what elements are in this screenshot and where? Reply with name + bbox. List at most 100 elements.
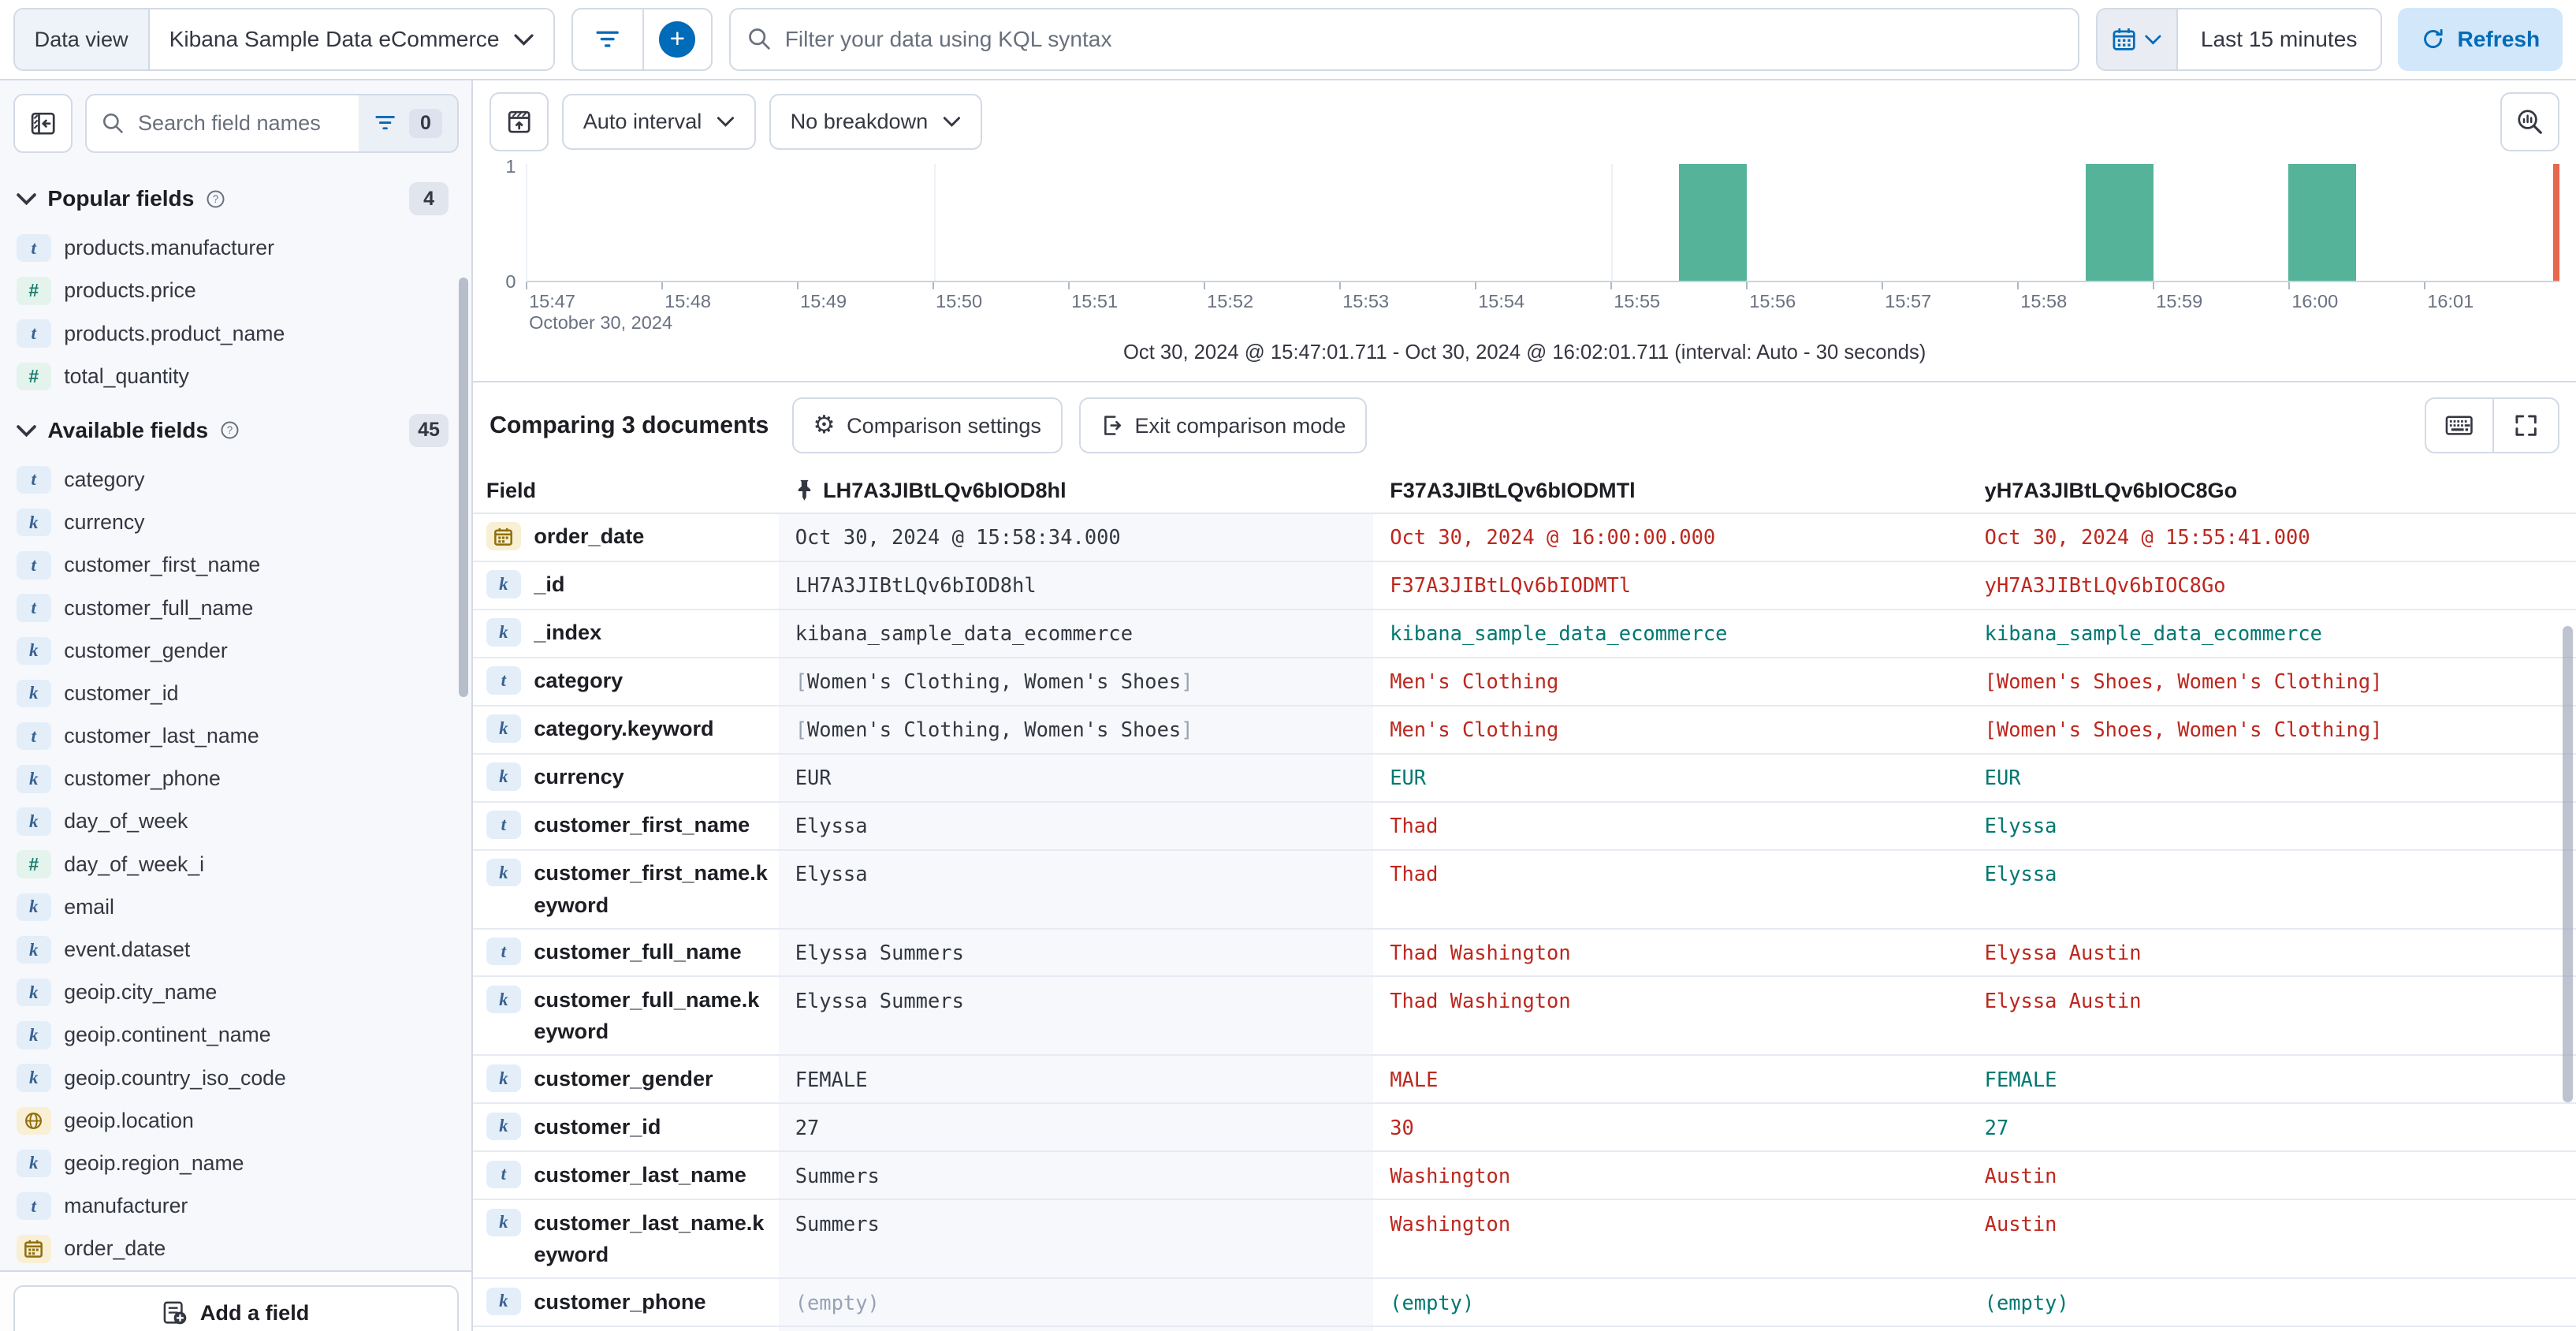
field-list-item[interactable]: t category [0, 458, 471, 501]
comparison-table-header: Field LH7A3JIBtLQv6bIOD8hl F37A3JIBtLQv6… [473, 468, 2576, 515]
field-cell[interactable]: t customer_last_name [473, 1152, 779, 1199]
field-cell[interactable]: order_date [473, 514, 779, 561]
date-picker-button[interactable] [2097, 9, 2178, 69]
field-list-item[interactable]: k currency [0, 501, 471, 544]
field-list-item[interactable]: t products.manufacturer [0, 227, 471, 270]
field-list-item[interactable]: k geoip.continent_name [0, 1014, 471, 1057]
field-list-item[interactable]: k geoip.country_iso_code [0, 1057, 471, 1099]
add-filter-button[interactable]: + [642, 9, 712, 69]
field-list-item[interactable]: k day_of_week [0, 800, 471, 843]
field-cell[interactable]: k customer_phone [473, 1279, 779, 1325]
kql-query-input[interactable] [784, 27, 2062, 53]
field-list-item[interactable]: # total_quantity [0, 355, 471, 397]
filter-lines-icon[interactable] [373, 114, 397, 133]
refresh-button[interactable]: Refresh [2398, 8, 2563, 71]
field-list-item[interactable]: t customer_first_name [0, 544, 471, 587]
popular-fields-list: t products.manufacturer # products.price… [0, 227, 471, 398]
fullscreen-icon [2515, 415, 2537, 436]
field-list-item[interactable]: # products.price [0, 270, 471, 312]
field-cell[interactable]: k customer_id [473, 1104, 779, 1150]
chart-options-button[interactable] [490, 91, 549, 151]
available-fields-header[interactable]: Available fields ? 45 [0, 397, 471, 458]
collapse-sidebar-button[interactable] [13, 93, 73, 153]
field-cell[interactable]: k _id [473, 562, 779, 609]
comparison-settings-button[interactable]: ⚙ Comparison settings [791, 397, 1063, 453]
table-row[interactable]: order_date Oct 30, 2024 @ 15:58:34.000 O… [473, 514, 2576, 562]
comparison-doc-value: Men's Clothing [1390, 718, 1559, 742]
table-row[interactable]: t customer_last_name Summers Washington … [473, 1152, 2576, 1201]
exit-comparison-button[interactable]: Exit comparison mode [1078, 397, 1368, 453]
field-list-item[interactable]: # day_of_week_i [0, 843, 471, 885]
field-list-item[interactable]: k geoip.city_name [0, 971, 471, 1014]
field-cell[interactable]: k day_of_week [473, 1327, 779, 1331]
data-view-button[interactable]: Kibana Sample Data eCommerce [149, 9, 554, 69]
histogram-bar[interactable] [1678, 164, 1747, 281]
keyword-field-icon: k [16, 508, 51, 537]
field-cell[interactable]: k currency [473, 755, 779, 801]
field-cell[interactable]: k customer_last_name.keyword [473, 1200, 779, 1277]
breakdown-select[interactable]: No breakdown [769, 93, 982, 150]
pinned-doc-column-header[interactable]: LH7A3JIBtLQv6bIOD8hl [779, 478, 1373, 503]
field-cell[interactable]: k category.keyword [473, 707, 779, 753]
field-list-item[interactable]: t manufacturer [0, 1185, 471, 1228]
field-cell[interactable]: t category [473, 658, 779, 705]
sidebar-scrollbar[interactable] [458, 278, 469, 697]
field-list-item[interactable]: k customer_id [0, 672, 471, 714]
filter-lines-button[interactable] [573, 9, 642, 69]
histogram-bar[interactable] [2085, 164, 2153, 281]
table-row[interactable]: k day_of_week Wednesday Wednesday Wednes… [473, 1327, 2576, 1331]
pinned-doc-value: 27 [778, 1104, 1374, 1151]
chart-plot-area[interactable] [525, 164, 2560, 283]
add-field-button[interactable]: Add a field [13, 1284, 459, 1331]
table-row[interactable]: k category.keyword [Women's Clothing, Wo… [473, 706, 2576, 755]
x-axis-tick [1610, 282, 1613, 289]
field-cell[interactable]: t customer_full_name [473, 930, 779, 976]
field-list-item[interactable]: k customer_gender [0, 629, 471, 672]
query-topbar: Data view Kibana Sample Data eCommerce +… [0, 0, 2576, 81]
field-list-item[interactable]: k email [0, 885, 471, 928]
table-row[interactable]: k customer_first_name.keyword Elyssa Tha… [473, 850, 2576, 930]
comparison-doc-column-header[interactable]: yH7A3JIBtLQv6bIOC8Go [1984, 477, 2238, 502]
field-cell[interactable]: k customer_full_name.keyword [473, 977, 779, 1054]
comparison-doc-value: [Women's Shoes, Women's Clothing] [1984, 718, 2383, 742]
field-column-header[interactable]: Field [486, 477, 537, 502]
popular-fields-header[interactable]: Popular fields ? 4 [0, 166, 471, 226]
field-cell[interactable]: k customer_gender [473, 1056, 779, 1102]
table-row[interactable]: k customer_phone (empty) (empty) (empty) [473, 1279, 2576, 1328]
fullscreen-button[interactable] [2492, 399, 2558, 452]
histogram-bar[interactable] [2288, 164, 2357, 281]
table-row[interactable]: k customer_full_name.keyword Elyssa Summ… [473, 977, 2576, 1057]
field-cell[interactable]: k customer_first_name.keyword [473, 851, 779, 928]
keyboard-shortcuts-button[interactable] [2426, 399, 2492, 452]
table-row[interactable]: t customer_first_name Elyssa Thad Elyssa [473, 802, 2576, 851]
table-row[interactable]: t customer_full_name Elyssa Summers Thad… [473, 929, 2576, 978]
field-cell[interactable]: k _index [473, 610, 779, 657]
field-list-item[interactable]: t products.product_name [0, 312, 471, 355]
field-list-item[interactable]: k geoip.region_name [0, 1142, 471, 1184]
x-axis-tick [2424, 282, 2426, 289]
comparison-doc-column-header[interactable]: F37A3JIBtLQv6bIODMTl [1390, 477, 1636, 502]
field-list-item[interactable]: t customer_full_name [0, 587, 471, 629]
table-row[interactable]: k customer_id 27 30 27 [473, 1104, 2576, 1153]
table-row[interactable]: t category [Women's Clothing, Women's Sh… [473, 658, 2576, 707]
table-row[interactable]: k _id LH7A3JIBtLQv6bIOD8hl F37A3JIBtLQv6… [473, 561, 2576, 610]
text-field-icon: t [16, 551, 51, 580]
histogram-chart[interactable]: 1 0 15:47 15:48 15:49 15:50 15:51 15:52 15:53 1… [486, 156, 2560, 335]
field-list-item[interactable]: k customer_phone [0, 758, 471, 800]
time-range-value[interactable]: Last 15 minutes [2177, 9, 2381, 69]
table-row[interactable]: k customer_last_name.keyword Summers Was… [473, 1200, 2576, 1280]
explore-in-lens-button[interactable] [2500, 91, 2560, 151]
field-list-item[interactable]: t customer_last_name [0, 715, 471, 758]
table-row[interactable]: k currency EUR EUR EUR [473, 754, 2576, 803]
field-list-item[interactable]: order_date [0, 1228, 471, 1270]
field-list-item[interactable]: geoip.location [0, 1099, 471, 1142]
field-cell[interactable]: t customer_first_name [473, 803, 779, 849]
x-axis-tick [1067, 282, 1070, 289]
field-name: customer_phone [534, 1288, 706, 1314]
table-row[interactable]: k _index kibana_sample_data_ecommerce ki… [473, 610, 2576, 658]
field-list-item[interactable]: k event.dataset [0, 928, 471, 971]
table-row[interactable]: k customer_gender FEMALE MALE FEMALE [473, 1056, 2576, 1105]
field-search-input[interactable] [125, 110, 359, 136]
interval-select[interactable]: Auto interval [561, 93, 756, 150]
table-scrollbar[interactable] [2563, 625, 2573, 1103]
